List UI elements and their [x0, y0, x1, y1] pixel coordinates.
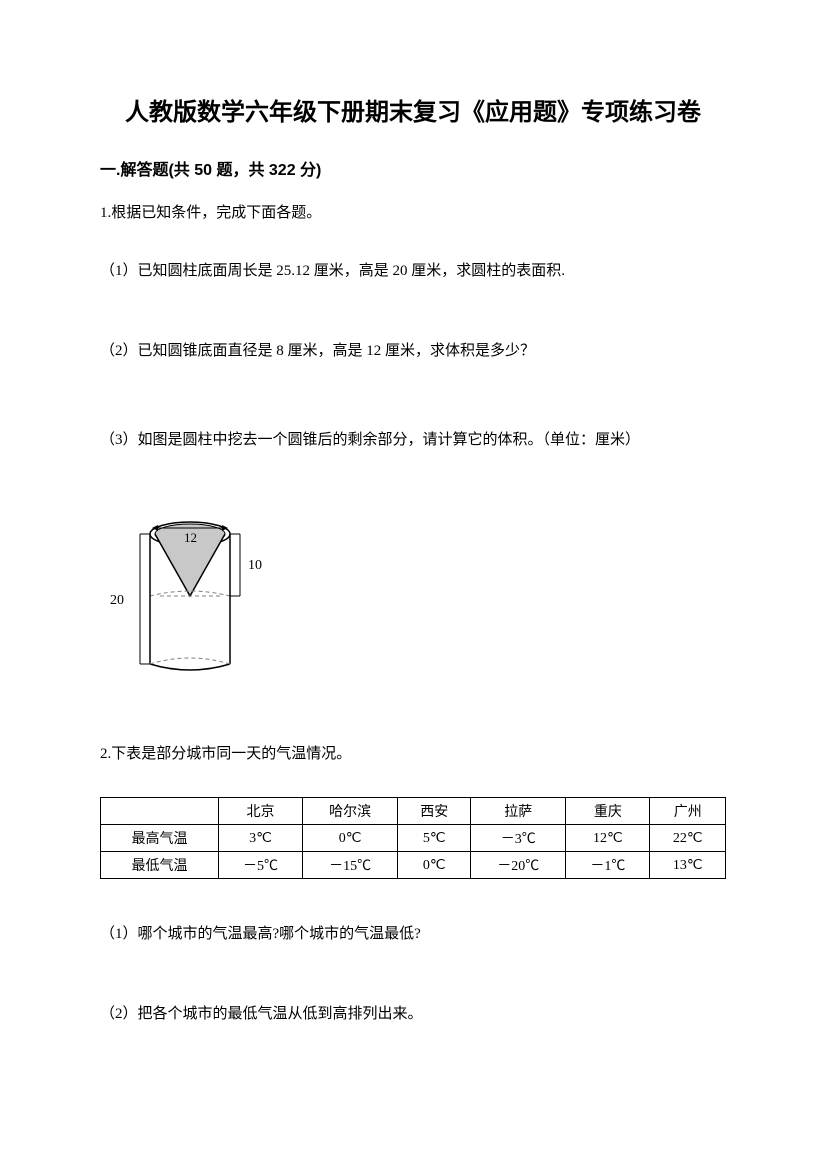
table-cell: 重庆 [566, 798, 650, 825]
question-1-sub-2: （2）已知圆锥底面直径是 8 厘米，高是 12 厘米，求体积是多少？ [100, 336, 726, 366]
question-2-sub-2: （2）把各个城市的最低气温从低到高排列出来。 [100, 999, 726, 1029]
table-cell: 广州 [650, 798, 726, 825]
table-cell: －5℃ [218, 852, 302, 879]
table-cell: －1℃ [566, 852, 650, 879]
question-2-sub-1: （1）哪个城市的气温最高?哪个城市的气温最低? [100, 919, 726, 949]
table-cell: 22℃ [650, 825, 726, 852]
table-cell: 拉萨 [471, 798, 566, 825]
table-cell: 0℃ [398, 852, 471, 879]
cylinder-height-label: 20 [110, 593, 124, 608]
table-cell: 北京 [218, 798, 302, 825]
table-cell: 13℃ [650, 852, 726, 879]
table-header-row: 北京 哈尔滨 西安 拉萨 重庆 广州 [101, 798, 726, 825]
table-cell: 0℃ [303, 825, 398, 852]
question-2-stem: 2.下表是部分城市同一天的气温情况。 [100, 739, 726, 769]
section-header: 一.解答题(共 50 题，共 322 分) [100, 156, 726, 180]
cone-height-label: 10 [248, 558, 262, 573]
table-row: 最高气温 3℃ 0℃ 5℃ －3℃ 12℃ 22℃ [101, 825, 726, 852]
question-1-stem: 1.根据已知条件，完成下面各题。 [100, 198, 726, 228]
question-1-sub-3: （3）如图是圆柱中挖去一个圆锥后的剩余部分，请计算它的体积。（单位：厘米） [100, 416, 726, 464]
question-1-sub-1: （1）已知圆柱底面周长是 25.12 厘米，高是 20 厘米，求圆柱的表面积. [100, 256, 726, 286]
temperature-table: 北京 哈尔滨 西安 拉萨 重庆 广州 最高气温 3℃ 0℃ 5℃ －3℃ 12℃… [100, 797, 726, 879]
table-cell: 西安 [398, 798, 471, 825]
table-cell: －20℃ [471, 852, 566, 879]
table-row: 最低气温 －5℃ －15℃ 0℃ －20℃ －1℃ 13℃ [101, 852, 726, 879]
table-cell [101, 798, 219, 825]
cylinder-cone-diagram: 12 10 20 [100, 514, 726, 699]
table-cell: 最低气温 [101, 852, 219, 879]
table-cell: 3℃ [218, 825, 302, 852]
table-cell: －15℃ [303, 852, 398, 879]
table-cell: －3℃ [471, 825, 566, 852]
table-cell: 哈尔滨 [303, 798, 398, 825]
document-title: 人教版数学六年级下册期末复习《应用题》专项练习卷 [100, 95, 726, 131]
diameter-label: 12 [184, 530, 197, 545]
table-cell: 5℃ [398, 825, 471, 852]
table-cell: 最高气温 [101, 825, 219, 852]
table-cell: 12℃ [566, 825, 650, 852]
